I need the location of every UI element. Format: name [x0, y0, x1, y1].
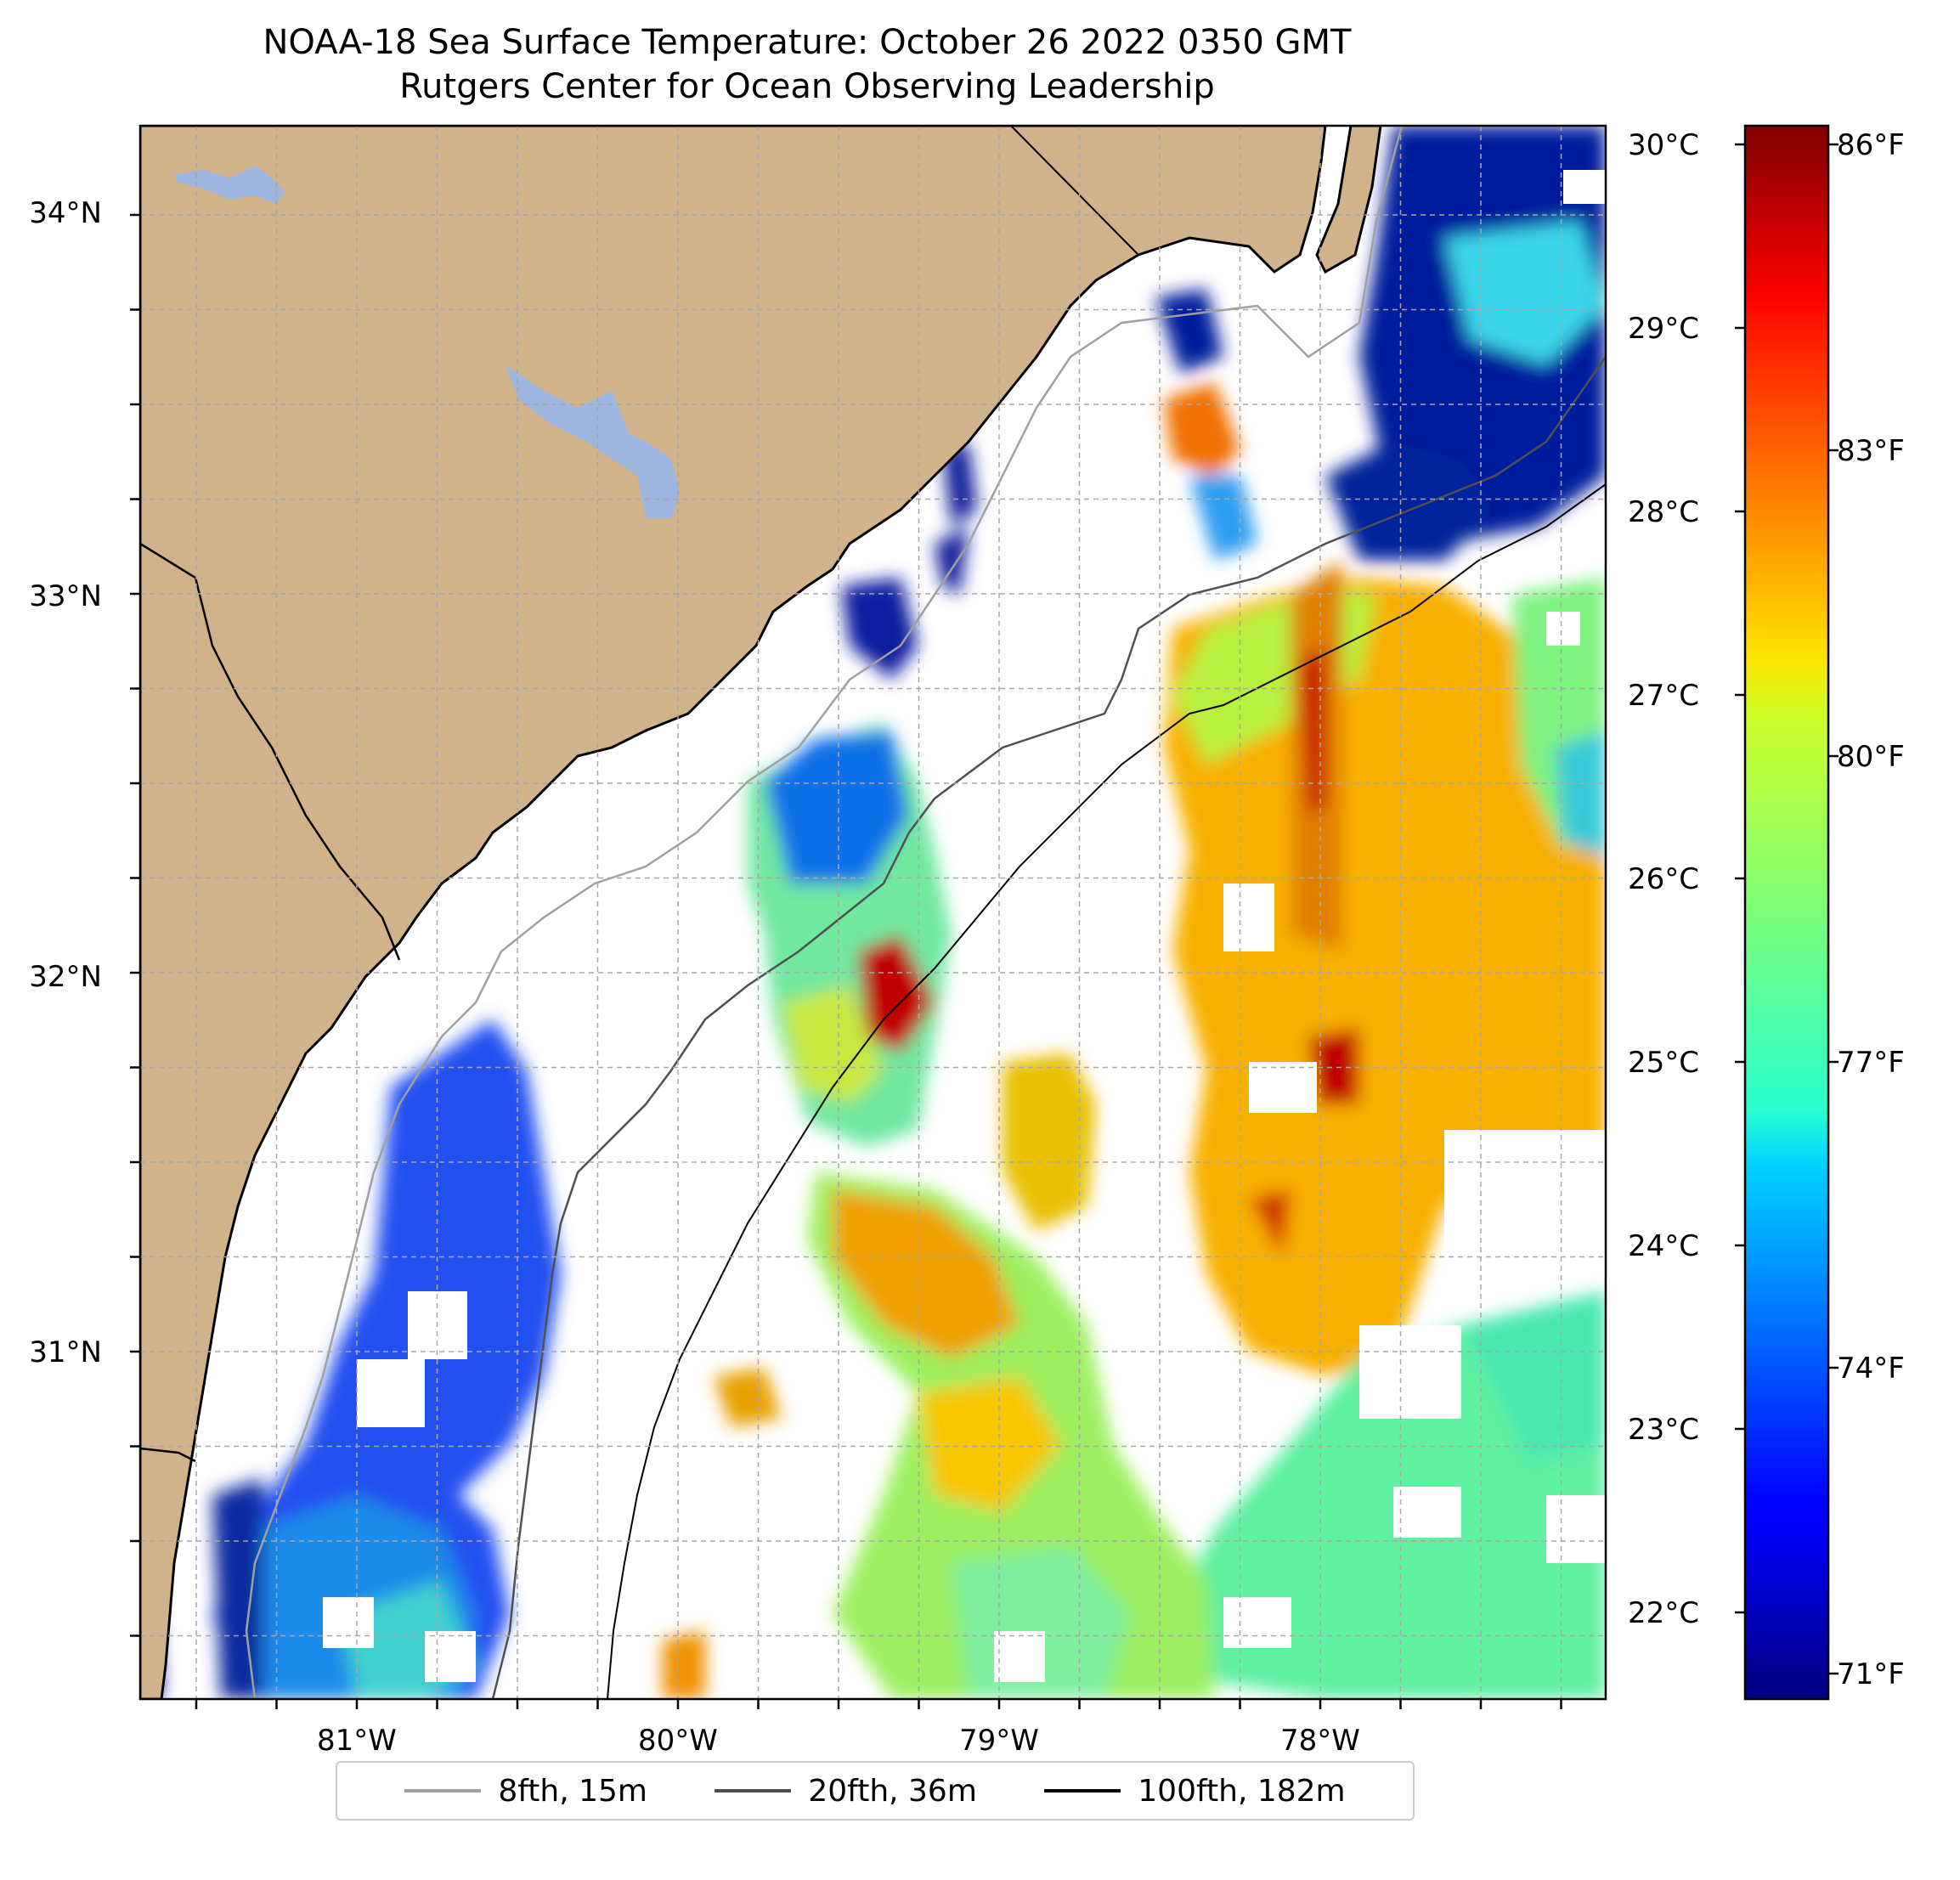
map-area — [140, 126, 1606, 1699]
lat-label-33: 33°N — [29, 579, 102, 613]
cbar-c-23: 23°C — [1628, 1413, 1699, 1447]
cbar-c-29: 29°C — [1628, 312, 1699, 346]
cbar-f-86: 86°F — [1837, 128, 1905, 162]
cbar-c-27: 27°C — [1628, 679, 1699, 713]
legend-item-100fth: 100fth, 182m — [1044, 1773, 1346, 1809]
legend-item-8fth: 8fth, 15m — [404, 1774, 647, 1809]
figure-subtitle: Rutgers Center for Ocean Observing Leade… — [399, 67, 1215, 106]
cbar-f-74: 74°F — [1837, 1352, 1905, 1386]
cbar-f-71: 71°F — [1837, 1657, 1905, 1691]
legend-line-8fth — [404, 1789, 482, 1792]
cbar-c-30: 30°C — [1628, 128, 1699, 162]
cbar-c-28: 28°C — [1628, 495, 1699, 529]
cbar-c-25: 25°C — [1628, 1046, 1699, 1080]
figure-title: NOAA-18 Sea Surface Temperature: October… — [263, 23, 1352, 62]
longitude-axis: 81°W 80°W 79°W 78°W — [317, 1724, 1360, 1758]
cbar-c-24: 24°C — [1628, 1229, 1699, 1263]
isobaths — [245, 126, 1606, 1699]
lon-label-79w: 79°W — [959, 1724, 1039, 1758]
legend-label-8fth: 8fth, 15m — [498, 1773, 647, 1809]
lon-label-80w: 80°W — [638, 1724, 718, 1758]
lat-label-32: 32°N — [29, 960, 102, 994]
latitude-axis: 34°N 33°N 32°N 31°N — [29, 196, 102, 1369]
legend-line-20fth — [715, 1789, 792, 1792]
colorbar-gradient — [1743, 124, 1830, 1701]
cbar-f-80: 80°F — [1837, 740, 1905, 774]
colorbar: 30°C 29°C 28°C 27°C 26°C 25°C 24°C 23°C … — [1628, 124, 1905, 1701]
cbar-f-83: 83°F — [1837, 434, 1905, 468]
legend-label-20fth: 20fth, 36m — [808, 1773, 977, 1809]
cbar-c-26: 26°C — [1628, 862, 1699, 896]
lat-label-34: 34°N — [29, 196, 102, 230]
cbar-f-77: 77°F — [1837, 1046, 1905, 1080]
legend-line-100fth — [1044, 1789, 1121, 1792]
legend-label-100fth: 100fth, 182m — [1138, 1773, 1346, 1809]
lon-label-81w: 81°W — [317, 1724, 397, 1758]
cbar-c-22: 22°C — [1628, 1596, 1699, 1630]
lon-label-78w: 78°W — [1280, 1724, 1360, 1758]
map-frame — [138, 124, 1607, 1701]
lat-label-31: 31°N — [29, 1335, 102, 1369]
isobath-legend: 8fth, 15m 20fth, 36m 100fth, 182m — [336, 1761, 1415, 1821]
tick-marks — [130, 213, 1562, 1709]
legend-item-20fth: 20fth, 36m — [715, 1774, 977, 1809]
gridlines — [140, 126, 1606, 1699]
